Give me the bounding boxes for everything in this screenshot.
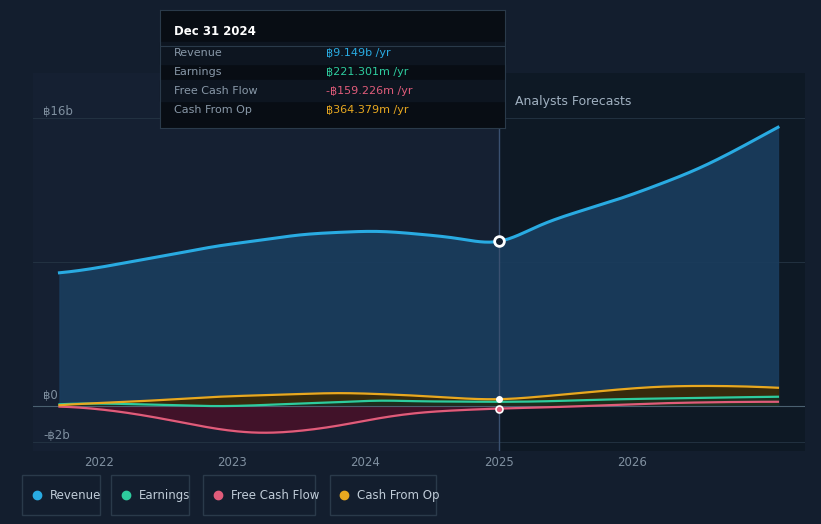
Text: ฿16b: ฿16b	[44, 105, 73, 118]
Text: Free Cash Flow: Free Cash Flow	[231, 489, 319, 501]
Bar	[160, 42, 505, 63]
Text: ฿221.301m /yr: ฿221.301m /yr	[326, 67, 408, 77]
Text: Free Cash Flow: Free Cash Flow	[174, 85, 258, 96]
Text: Dec 31 2024: Dec 31 2024	[174, 25, 256, 38]
Text: Analysts Forecasts: Analysts Forecasts	[515, 95, 631, 108]
Text: 2023: 2023	[218, 456, 247, 469]
Text: ฿9.149b /yr: ฿9.149b /yr	[326, 48, 390, 58]
Text: Cash From Op: Cash From Op	[357, 489, 440, 501]
Text: Revenue: Revenue	[50, 489, 101, 501]
Text: 2026: 2026	[617, 456, 647, 469]
Text: 2025: 2025	[484, 456, 513, 469]
Bar	[33, 73, 498, 451]
Text: Revenue: Revenue	[174, 48, 222, 58]
Text: ฿0: ฿0	[44, 389, 58, 402]
Text: Earnings: Earnings	[139, 489, 190, 501]
Text: Cash From Op: Cash From Op	[174, 104, 252, 115]
Bar	[498, 73, 805, 451]
Bar	[160, 80, 505, 101]
Text: 2024: 2024	[351, 456, 380, 469]
Text: -฿2b: -฿2b	[44, 429, 71, 442]
Text: -฿159.226m /yr: -฿159.226m /yr	[326, 85, 412, 96]
Text: Past: Past	[456, 95, 483, 108]
Text: Earnings: Earnings	[174, 67, 222, 77]
Text: 2022: 2022	[85, 456, 114, 469]
Text: ฿364.379m /yr: ฿364.379m /yr	[326, 104, 408, 115]
